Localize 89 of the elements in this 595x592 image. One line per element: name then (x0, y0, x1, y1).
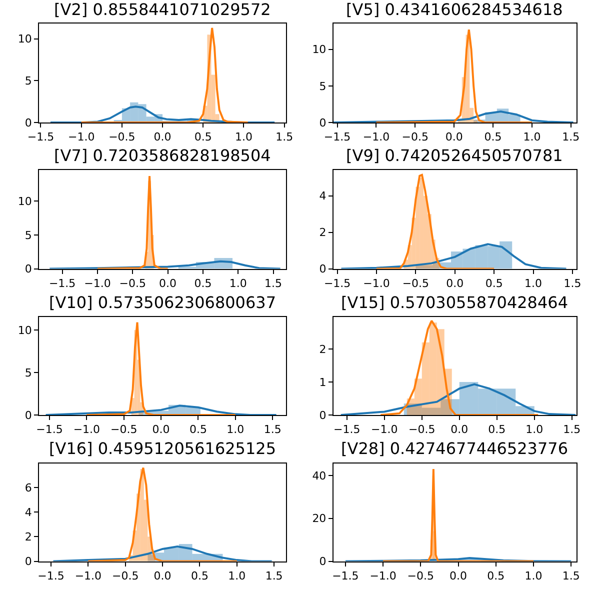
x-tick-label: 1.5 (265, 569, 283, 582)
y-tick-label: 5 (24, 228, 32, 242)
y-tick-label: 0 (24, 408, 32, 422)
x-tick-label: −1.0 (73, 423, 100, 436)
x-tick-label: −0.5 (402, 276, 430, 290)
x-tick-label: −1.0 (363, 276, 390, 290)
chart-title: [V9] 0.7420526450570781 (346, 146, 563, 165)
y-tick-label: 4 (24, 506, 32, 519)
y-tick-label: 5 (319, 80, 326, 93)
x-tick-label: 0.5 (194, 130, 212, 144)
chart-title: [V28] 0.4274677446523776 (341, 439, 568, 458)
y-tick-label: 10 (312, 43, 326, 56)
x-tick-label: 1.5 (264, 276, 282, 290)
x-tick-label: −0.5 (402, 130, 429, 144)
x-tick-label: 1.5 (276, 130, 294, 144)
chart-title: [V7] 0.7203586828198504 (54, 146, 271, 165)
y-tick-label: 5 (24, 366, 32, 380)
x-tick-label: 1.5 (264, 423, 282, 436)
x-tick-label: −0.5 (119, 276, 146, 290)
x-tick-label: −0.5 (407, 569, 434, 582)
x-tick-label: 0.5 (189, 423, 207, 436)
x-tick-label: −1.0 (74, 569, 102, 582)
y-tick-label: 2 (319, 226, 326, 240)
y-tick-label: 10 (18, 324, 32, 337)
y-tick-label: 0 (24, 116, 32, 130)
x-tick-label: −1.5 (27, 130, 54, 144)
x-tick-label: 0.0 (154, 130, 172, 144)
y-tick-label: 2 (319, 342, 326, 356)
x-tick-label: 1.5 (562, 130, 580, 144)
y-tick-label: 1 (319, 376, 326, 389)
x-tick-label: 0.5 (484, 130, 502, 144)
y-tick-label: 0 (319, 262, 326, 276)
chart-title: [V5] 0.4341606284534618 (346, 0, 563, 19)
y-tick-label: 0 (319, 116, 326, 130)
y-tick-label: 20 (312, 512, 326, 526)
x-tick-label: −0.5 (408, 423, 436, 436)
x-tick-label: 0.5 (194, 276, 212, 290)
x-tick-label: 1.0 (229, 276, 247, 290)
x-tick-label: −1.5 (48, 276, 76, 290)
x-tick-label: 1.0 (524, 276, 542, 290)
x-tick-label: 1.0 (234, 130, 252, 144)
x-tick-label: −0.5 (112, 569, 139, 582)
x-tick-label: 0.0 (445, 130, 463, 144)
chart-title: [V15] 0.5703055870428464 (341, 293, 568, 312)
x-tick-label: 1.0 (526, 423, 544, 436)
chart-title: [V10] 0.5735062306800637 (49, 293, 276, 312)
x-tick-label: −1.0 (371, 423, 398, 436)
x-tick-label: 0.5 (485, 276, 503, 290)
y-tick-label: 0 (319, 555, 326, 568)
x-tick-label: 0.0 (154, 569, 172, 582)
x-tick-label: 1.0 (226, 423, 244, 436)
x-tick-label: −1.0 (362, 130, 390, 144)
x-tick-label: 1.5 (562, 569, 580, 582)
x-tick-label: −0.5 (108, 130, 136, 144)
y-tick-label: 2 (24, 530, 32, 544)
x-tick-label: −1.5 (36, 423, 63, 436)
y-tick-label: 0 (24, 555, 32, 568)
x-tick-label: −1.5 (324, 130, 351, 144)
x-tick-label: −1.5 (334, 423, 360, 436)
x-tick-label: 0.0 (152, 423, 170, 436)
x-tick-label: −1.0 (370, 569, 396, 582)
y-tick-label: 5 (24, 74, 32, 88)
x-tick-label: −0.5 (110, 423, 138, 436)
x-tick-label: −1.5 (332, 569, 359, 582)
y-tick-label: 0 (24, 262, 32, 276)
x-tick-label: −1.5 (324, 276, 351, 290)
y-tick-label: 0 (319, 408, 326, 422)
chart-title: [V2] 0.8558441071029572 (54, 0, 271, 19)
x-tick-label: 0.5 (487, 569, 505, 582)
y-tick-label: 10 (18, 32, 32, 46)
chart-title: [V16] 0.4595120561625125 (49, 439, 276, 458)
x-tick-label: 0.0 (446, 276, 464, 290)
x-tick-label: 0.0 (159, 276, 177, 290)
x-tick-label: −1.0 (84, 276, 111, 290)
x-tick-label: 1.0 (228, 569, 246, 582)
x-tick-label: −1.5 (38, 569, 64, 582)
y-tick-label: 40 (312, 469, 326, 482)
x-tick-label: 1.0 (524, 569, 542, 582)
x-tick-label: −1.0 (68, 130, 95, 144)
x-tick-label: 0.0 (450, 569, 468, 582)
x-tick-label: 1.5 (564, 276, 582, 290)
x-tick-label: 1.0 (523, 130, 541, 144)
y-tick-label: 4 (319, 190, 326, 203)
x-tick-label: 1.5 (563, 423, 581, 436)
x-tick-label: 0.0 (450, 423, 468, 436)
x-tick-label: 0.5 (488, 423, 506, 436)
y-tick-label: 10 (18, 194, 32, 208)
x-tick-label: 0.5 (190, 569, 208, 582)
y-tick-label: 6 (24, 481, 32, 494)
